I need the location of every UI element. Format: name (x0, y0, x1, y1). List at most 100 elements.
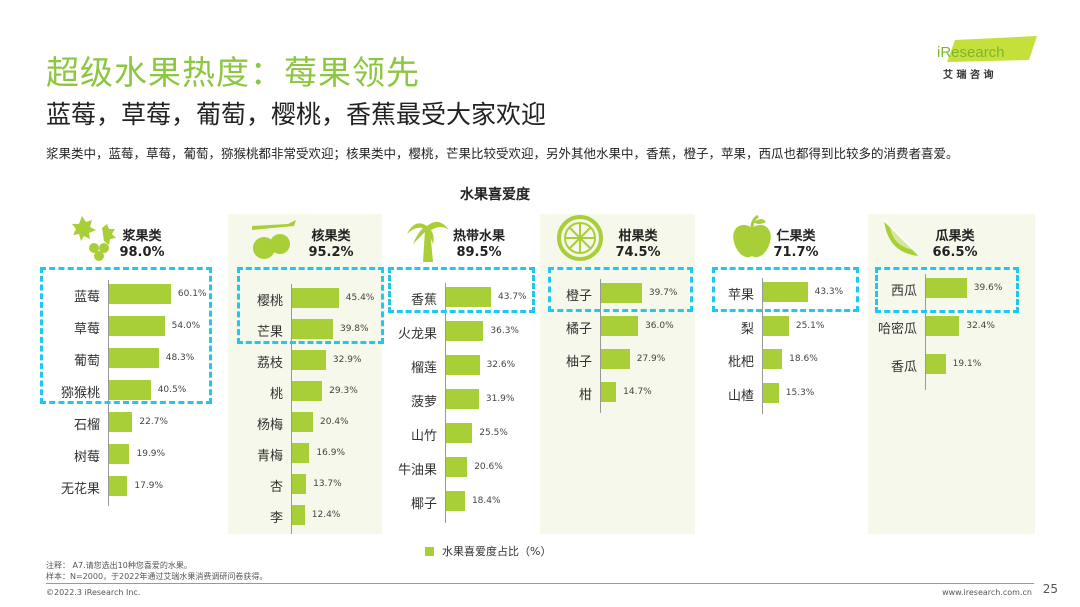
data-label: 32.6% (486, 360, 516, 370)
category-label: 杨梅 (256, 418, 283, 433)
bar (292, 412, 313, 432)
data-label: 36.0% (645, 321, 674, 331)
group-header: 仁果类 71.7% (766, 229, 826, 261)
data-label: 29.3% (329, 386, 358, 396)
category-label: 柑 (578, 388, 592, 403)
category-label: 牛油果 (397, 463, 437, 478)
category-label: 芒果 (256, 325, 283, 340)
category-label: 香蕉 (410, 293, 437, 308)
highlight-box (40, 267, 212, 404)
y-axis (291, 284, 292, 534)
data-label: 12.4% (311, 510, 341, 520)
bar (109, 444, 130, 464)
bar (601, 283, 642, 303)
bar (601, 382, 617, 402)
watermelon-icon (880, 214, 928, 264)
website: www.iresearch.com.cn (942, 588, 1032, 597)
group-name: 柑果类 (618, 229, 658, 244)
svg-text:艾 瑞 咨 询: 艾 瑞 咨 询 (943, 68, 993, 81)
data-label: 19.1% (952, 359, 982, 369)
group-total: 66.5% (932, 245, 978, 260)
group-header: 浆果类 98.0% (112, 229, 172, 261)
category-label: 石榴 (73, 418, 100, 433)
bar (601, 316, 639, 336)
sample-note: 样本：N=2000，于2022年通过艾瑞水果消费调研问卷获得。 (46, 572, 268, 581)
category-label: 火龙果 (397, 327, 437, 342)
bar (109, 476, 128, 496)
y-axis (925, 274, 926, 390)
bar (763, 382, 779, 403)
category-label: 荔枝 (256, 356, 283, 371)
note: 注释： A7.请您选出10种您喜爱的水果。 (46, 561, 192, 570)
legend-swatch (425, 547, 434, 556)
data-label: 27.9% (636, 354, 666, 364)
group-name: 热带水果 (452, 229, 505, 244)
apple-icon (728, 214, 776, 264)
category-label: 桃 (269, 387, 283, 402)
category-label: 苹果 (727, 288, 754, 303)
highlight-box (875, 267, 1019, 313)
bar (601, 349, 630, 369)
category-label: 蓝莓 (73, 290, 100, 305)
category-label: 橙子 (565, 289, 592, 304)
bar (926, 278, 967, 298)
holly-berry-icon (72, 214, 120, 264)
category-label: 梨 (740, 321, 754, 337)
data-label: 13.7% (313, 479, 342, 489)
y-axis (445, 283, 446, 523)
data-label: 17.9% (134, 481, 164, 491)
bar (446, 287, 491, 307)
page-number: 25 (1042, 582, 1058, 596)
group-name: 浆果类 (122, 229, 162, 244)
data-label: 60.1% (177, 289, 207, 299)
chart-legend: 水果喜爱度占比（%） (425, 543, 551, 559)
data-label: 18.4% (471, 496, 501, 506)
group-total: 71.7% (773, 245, 819, 260)
copyright: ©2022.3 iResearch Inc. (46, 588, 141, 597)
bar (446, 491, 465, 511)
data-label: 54.0% (171, 321, 201, 331)
bar (292, 474, 307, 494)
category-label: 李 (269, 511, 283, 526)
bar (446, 321, 484, 341)
bar (926, 316, 960, 336)
category-label: 西瓜 (890, 284, 917, 299)
category-label: 哈密瓜 (877, 322, 917, 337)
data-label: 18.6% (789, 354, 818, 364)
data-label: 25.1% (795, 320, 825, 331)
page-title: 超级水果热度：莓果领先 (46, 53, 420, 92)
data-label: 19.9% (136, 449, 166, 459)
iresearch-logo: iResearch 艾 瑞 咨 询 (933, 36, 1038, 82)
legend-label: 水果喜爱度占比（%） (442, 545, 552, 558)
bar (109, 380, 151, 400)
y-axis (108, 280, 109, 506)
data-label: 43.7% (498, 292, 527, 302)
category-label: 樱桃 (256, 294, 283, 309)
bar (446, 457, 468, 477)
category-label: 杏 (269, 480, 283, 495)
bar (109, 284, 171, 304)
bar (109, 412, 133, 432)
data-label: 20.4% (320, 417, 349, 427)
bar (763, 315, 789, 336)
citrus-slice-icon (556, 214, 604, 264)
data-label: 14.7% (623, 387, 652, 397)
bar (292, 350, 326, 370)
bar (292, 319, 333, 339)
bar (446, 423, 473, 443)
group-header: 热带水果 89.5% (449, 229, 509, 261)
bar (292, 443, 310, 463)
page-description: 浆果类中，蓝莓，草莓，葡萄，猕猴桃都非常受欢迎；核果类中，樱桃，芒果比较受欢迎，… (46, 146, 959, 161)
category-label: 葡萄 (73, 354, 100, 369)
bar (292, 288, 339, 308)
bar (292, 381, 323, 401)
highlight-box (237, 267, 384, 344)
category-label: 榴莲 (410, 361, 437, 376)
data-label: 39.7% (648, 288, 678, 298)
data-label: 39.6% (973, 283, 1003, 293)
category-label: 山竹 (410, 429, 437, 444)
category-label: 草莓 (73, 322, 100, 337)
palm-tree-icon (405, 214, 453, 264)
group-name: 瓜果类 (935, 229, 975, 244)
category-label: 香瓜 (890, 360, 917, 375)
